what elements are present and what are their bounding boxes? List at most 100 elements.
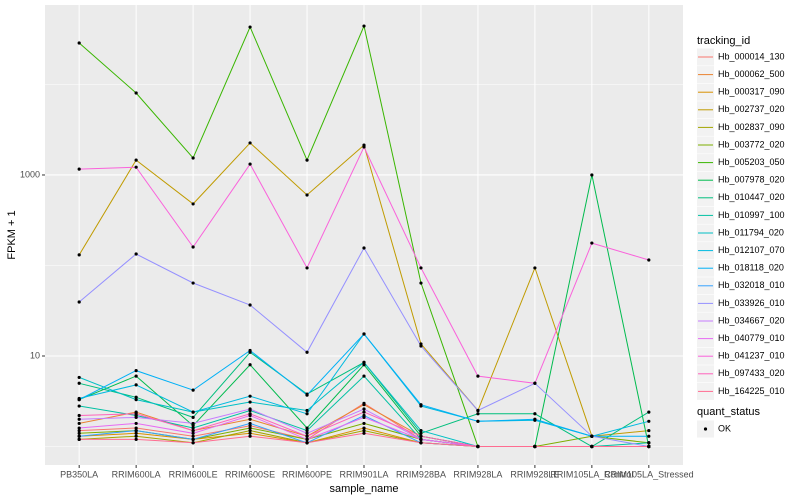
data-point <box>191 410 195 414</box>
legend-label: Hb_011794_020 <box>718 227 784 237</box>
data-point <box>476 412 480 416</box>
x-tick-label: PB350LA <box>60 469 98 479</box>
data-point <box>419 434 423 438</box>
data-point <box>248 363 252 367</box>
data-point <box>419 344 423 348</box>
point-legend-title: quant_status <box>697 406 760 418</box>
data-point <box>362 246 366 250</box>
data-point <box>77 434 81 438</box>
data-point <box>191 431 195 435</box>
data-point <box>305 412 309 416</box>
legend-label: Hb_000062_500 <box>718 69 785 79</box>
x-tick-label: RRIM105LA_Stressed <box>604 469 694 479</box>
data-point <box>419 441 423 445</box>
data-point <box>419 281 423 285</box>
data-point <box>248 303 252 307</box>
data-point <box>647 258 651 262</box>
data-point <box>134 421 138 426</box>
data-point <box>191 388 195 392</box>
data-point <box>134 412 138 416</box>
data-point <box>134 428 138 433</box>
legend-label: Hb_007978_020 <box>718 175 785 185</box>
legend-label: Hb_003772_020 <box>718 139 785 149</box>
y-tick-label: 1000 <box>20 169 40 179</box>
data-point <box>77 381 81 385</box>
data-point <box>533 381 537 385</box>
data-point <box>362 145 366 149</box>
x-tick-label: RRIM928BA <box>396 469 446 479</box>
data-point <box>362 428 366 433</box>
x-axis-title: sample_name <box>329 483 398 495</box>
data-point <box>362 426 366 430</box>
x-tick-label: RRIM600LA <box>112 469 161 479</box>
x-tick-label: RRIM928LA <box>453 469 502 479</box>
data-point <box>77 426 81 430</box>
legend-label: Hb_010447_020 <box>718 192 785 202</box>
data-point <box>305 350 309 354</box>
legend-label: Hb_097433_020 <box>718 368 785 378</box>
y-axis-title: FPKM + 1 <box>6 210 18 259</box>
data-point <box>134 437 138 441</box>
data-point <box>362 415 366 419</box>
data-point <box>305 434 309 438</box>
data-point <box>476 374 480 378</box>
data-point <box>305 158 309 162</box>
data-point <box>191 434 195 438</box>
data-point <box>248 394 252 398</box>
data-point <box>362 374 366 378</box>
data-point <box>590 444 594 449</box>
data-point <box>134 368 138 373</box>
data-point <box>191 428 195 433</box>
data-point <box>77 437 81 441</box>
data-point <box>248 421 252 426</box>
data-point <box>248 412 252 416</box>
data-point <box>647 444 651 449</box>
data-point <box>476 419 480 423</box>
data-point <box>248 417 252 421</box>
legend-point <box>703 427 708 431</box>
data-point <box>191 421 195 426</box>
legend-label: Hb_041237_010 <box>718 351 785 361</box>
legend-label: Hb_040779_010 <box>718 333 785 343</box>
data-point <box>305 408 309 413</box>
data-point <box>134 158 138 162</box>
data-point <box>134 431 138 435</box>
data-point <box>362 421 366 426</box>
legend-label: Hb_033926_010 <box>718 298 785 308</box>
data-point <box>362 410 366 414</box>
data-point <box>77 413 81 418</box>
data-point <box>362 363 366 367</box>
data-point <box>77 167 81 171</box>
data-point <box>647 410 651 414</box>
data-point <box>77 375 81 380</box>
data-point <box>77 253 81 257</box>
data-point <box>77 397 81 402</box>
data-point <box>590 241 594 245</box>
data-point <box>191 424 195 428</box>
x-tick-label: RRIM600PE <box>282 469 332 479</box>
legend-label: Hb_164225_010 <box>718 386 785 396</box>
data-point <box>419 428 423 433</box>
legend-label: Hb_032018_010 <box>718 280 785 290</box>
x-tick-label: RRIM600SE <box>225 469 275 479</box>
data-point <box>248 400 252 404</box>
data-point <box>419 431 423 435</box>
data-point <box>476 444 480 449</box>
legend-label: Hb_034667_020 <box>718 315 785 325</box>
data-point <box>77 431 81 435</box>
legend-label: Hb_010997_100 <box>718 210 785 220</box>
data-point <box>248 141 252 145</box>
data-point <box>77 421 81 426</box>
data-point <box>419 437 423 441</box>
legend-label: Hb_012107_070 <box>718 245 785 255</box>
legend-label: Hb_000014_130 <box>718 51 785 61</box>
data-point <box>134 374 138 378</box>
data-point <box>305 193 309 197</box>
data-point <box>362 332 366 336</box>
data-point <box>191 441 195 445</box>
data-point <box>248 407 252 411</box>
data-point <box>305 426 309 430</box>
data-point <box>362 360 366 364</box>
data-point <box>134 252 138 256</box>
